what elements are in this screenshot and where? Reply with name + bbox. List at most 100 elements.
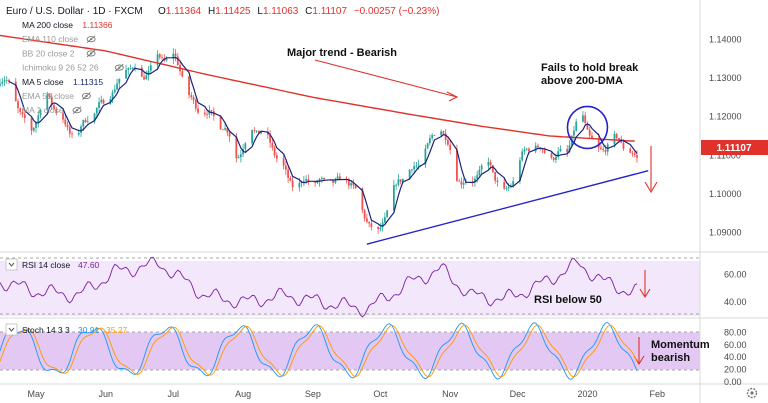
candle-body <box>235 136 238 159</box>
candle-body <box>17 101 19 109</box>
candle-body <box>305 179 308 181</box>
eye-outline <box>86 36 96 43</box>
stoch-axis[interactable]: 0.00 20.00 40.00 60.00 80.00 <box>724 327 747 387</box>
candle-body <box>602 148 605 150</box>
candle-body <box>629 148 632 153</box>
eye-hidden-icon[interactable] <box>86 49 96 58</box>
candle-body <box>361 188 364 211</box>
candle-body <box>316 181 319 184</box>
candle-body <box>289 177 292 181</box>
candle-body <box>307 179 310 183</box>
break-circle-annotation[interactable] <box>566 105 609 150</box>
eye-hidden-icon[interactable] <box>81 92 91 100</box>
candle-body <box>165 58 168 61</box>
candle-body <box>541 148 544 150</box>
candle-body <box>93 113 96 122</box>
time-tick-label: Jul <box>168 389 180 399</box>
candle-body <box>80 126 82 133</box>
candle-body <box>440 131 443 136</box>
candle-body <box>253 130 256 131</box>
candle-body <box>613 134 616 145</box>
close-label: C <box>305 6 312 17</box>
collapse-pane-button[interactable] <box>5 323 18 336</box>
candle-body <box>600 147 602 149</box>
candle-body <box>444 133 447 141</box>
annotation-momentum-line1[interactable]: Momentum <box>651 339 710 351</box>
candle-body <box>494 171 497 181</box>
candle-body <box>365 218 368 222</box>
candle-body <box>131 67 134 69</box>
candle-body <box>424 148 427 165</box>
price-tick-label: 1.11000 <box>709 150 741 160</box>
support-trendline[interactable] <box>366 170 649 245</box>
candle-body <box>62 113 64 120</box>
candle-body <box>143 76 145 80</box>
candle-body <box>408 170 411 180</box>
annotation-momentum-line2[interactable]: bearish <box>651 352 690 364</box>
indicator-label: MA 1 close <box>22 105 64 115</box>
down-arrow-price[interactable] <box>644 146 658 194</box>
rsi-axis[interactable]: 40.00 60.00 <box>724 270 747 308</box>
stoch-tick-label: 80.00 <box>724 327 747 337</box>
indicator-label: EMA 55 close <box>22 91 74 101</box>
candle-body <box>460 181 463 185</box>
rsi-band <box>0 260 700 316</box>
rsi-tick-label: 60.00 <box>724 270 747 280</box>
eye-hidden-icon[interactable] <box>114 63 124 72</box>
candle-body <box>397 179 400 185</box>
candle-body <box>604 149 607 152</box>
candle-body <box>320 178 323 180</box>
rsi-legend: RSI 14 close 47.60 <box>5 258 100 271</box>
close-value: 1.11107 <box>312 6 347 17</box>
candle-body <box>347 179 350 186</box>
candle-body <box>633 153 636 155</box>
candle-body <box>30 118 33 131</box>
gear-icon[interactable] <box>746 387 758 399</box>
eye-hidden-icon[interactable] <box>86 35 96 44</box>
candle-body <box>519 160 521 182</box>
candle-body <box>35 122 37 128</box>
indicator-label: MA 200 close <box>22 20 73 30</box>
eye-hidden-icon[interactable] <box>72 106 82 115</box>
time-tick-label: Sep <box>305 389 321 399</box>
candle-body <box>102 99 105 104</box>
candle-body <box>476 175 479 179</box>
candle-body <box>129 68 132 69</box>
candle-body <box>521 151 524 161</box>
price-tick-label: 1.09000 <box>709 228 742 238</box>
trend-arrow[interactable] <box>314 59 459 102</box>
candle-body <box>64 119 67 125</box>
annotation-fail-line2[interactable]: above 200-DMA <box>541 75 623 87</box>
time-axis[interactable]: May Jun Jul Aug Sep Oct Nov Dec 2020 Feb <box>28 389 665 399</box>
time-tick-label: Oct <box>373 389 388 399</box>
time-tick-label: Dec <box>510 389 527 399</box>
price-axis[interactable]: 1.09000 1.10000 1.11000 1.12000 1.13000 1.140… <box>709 34 742 237</box>
collapse-pane-button[interactable] <box>5 258 18 271</box>
annotation-rsi[interactable]: RSI below 50 <box>534 294 602 306</box>
stoch-legend-label: Stoch 14 3 3 <box>22 325 70 335</box>
candle-body <box>98 102 100 108</box>
indicator-value: 1.11315 <box>73 77 103 87</box>
eye-outline <box>86 50 96 57</box>
candle-body <box>636 154 638 158</box>
down-arrow-rsi[interactable] <box>639 270 651 299</box>
eye-slash <box>86 49 96 58</box>
candle-body <box>149 65 152 71</box>
candle-body <box>181 71 184 77</box>
candle-body <box>147 70 150 76</box>
candle-body <box>260 131 262 134</box>
symbol-title[interactable]: Euro / U.S. Dollar · 1D · FXCM <box>6 6 143 17</box>
candle-body <box>266 131 269 135</box>
candle-body <box>512 181 515 187</box>
candle-body <box>145 75 148 80</box>
candle-body <box>50 96 53 105</box>
annotation-fail-line1[interactable]: Fails to hold break <box>541 62 639 74</box>
rsi-legend-label: RSI 14 close <box>22 260 70 270</box>
candle-body <box>370 223 373 227</box>
stoch-legend: Stoch 14 3 3 30.91 35.27 <box>5 323 128 336</box>
annotation-trend[interactable]: Major trend - Bearish <box>287 47 397 59</box>
stoch-tick-label: 40.00 <box>724 352 747 362</box>
candle-body <box>363 210 366 219</box>
